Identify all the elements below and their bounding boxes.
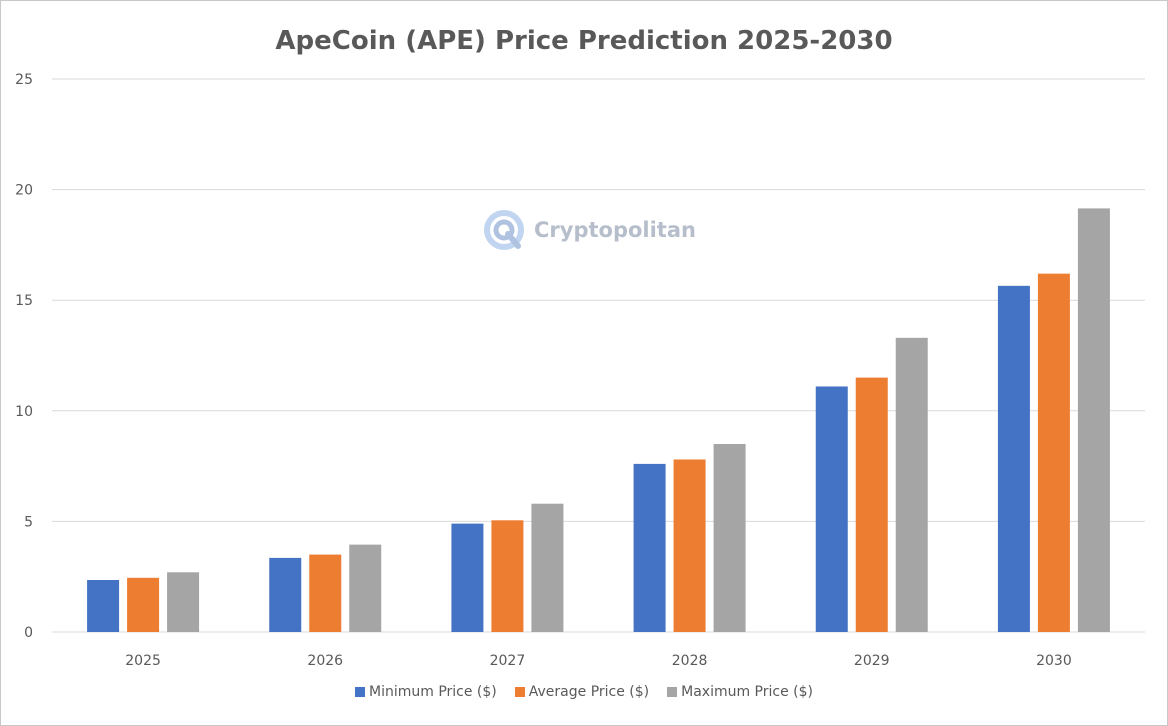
bar-2026-series-2 xyxy=(309,554,342,632)
bar-2025-series-3 xyxy=(167,572,200,632)
watermark-text: Cryptopolitan xyxy=(534,218,696,242)
x-tick-label: 2026 xyxy=(307,653,343,669)
x-tick-label: 2029 xyxy=(854,653,890,669)
cryptopolitan-logo-icon xyxy=(484,210,524,250)
bar-2028-series-2 xyxy=(673,459,706,632)
y-tick-label: 15 xyxy=(15,293,33,309)
bar-2029-series-2 xyxy=(855,377,888,632)
bar-2030-series-3 xyxy=(1077,208,1110,633)
legend-swatch xyxy=(514,687,525,697)
x-tick-label: 2030 xyxy=(1036,653,1072,669)
bar-2028-series-1 xyxy=(633,463,666,632)
chart-title: ApeCoin (APE) Price Prediction 2025-2030 xyxy=(275,26,893,56)
bar-2027-series-3 xyxy=(531,503,564,632)
x-tick-label: 2028 xyxy=(672,653,708,669)
legend-item: Average Price ($) xyxy=(514,684,650,700)
legend-swatch xyxy=(354,687,365,697)
x-tick-label: 2027 xyxy=(490,653,526,669)
watermark: Cryptopolitan xyxy=(482,208,696,252)
legend-label: Average Price ($) xyxy=(528,684,650,700)
y-tick-label: 0 xyxy=(24,625,33,641)
bar-2027-series-1 xyxy=(451,523,484,632)
bar-2029-series-3 xyxy=(895,337,928,632)
bar-2025-series-2 xyxy=(127,577,160,632)
bar-2030-series-2 xyxy=(1037,273,1070,632)
bar-2025-series-1 xyxy=(87,580,120,632)
legend-item: Minimum Price ($) xyxy=(354,684,497,700)
bar-2026-series-1 xyxy=(269,557,302,632)
y-tick-label: 20 xyxy=(15,183,33,199)
bar-2028-series-3 xyxy=(713,443,746,632)
bar-2029-series-1 xyxy=(815,386,848,632)
legend: Minimum Price ($) Average Price ($) Maximu… xyxy=(0,684,1168,700)
legend-label: Minimum Price ($) xyxy=(368,684,497,700)
y-tick-label: 25 xyxy=(15,72,33,88)
y-tick-label: 10 xyxy=(15,404,33,420)
bar-2027-series-2 xyxy=(491,520,524,632)
y-tick-label: 5 xyxy=(24,514,33,530)
legend-label: Maximum Price ($) xyxy=(681,684,813,700)
bar-2026-series-3 xyxy=(349,544,382,632)
x-tick-label: 2025 xyxy=(125,653,161,669)
legend-swatch xyxy=(667,687,678,697)
legend-item: Maximum Price ($) xyxy=(667,684,813,700)
bar-2030-series-1 xyxy=(997,285,1030,632)
